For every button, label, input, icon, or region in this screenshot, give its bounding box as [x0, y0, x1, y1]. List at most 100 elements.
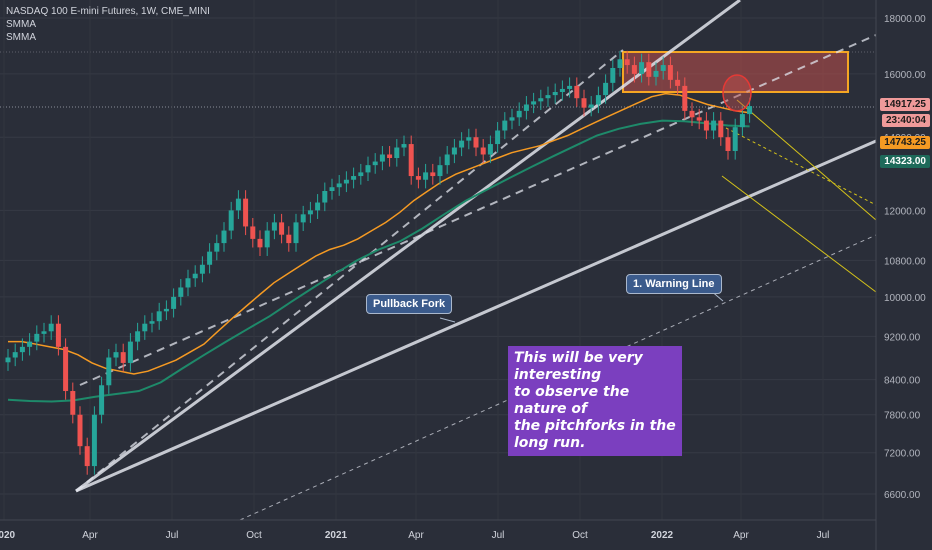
candle-body-92 [667, 65, 673, 80]
candle-body-98 [711, 120, 717, 131]
y-tick-label-4: 10800.00 [884, 256, 926, 267]
yellow-fork-upper [736, 99, 877, 221]
candle-body-56 [408, 144, 414, 177]
smma-slow-price-label: 14323.00 [880, 155, 930, 168]
candle-body-62 [451, 147, 457, 155]
candle-body-51 [372, 161, 378, 166]
candle-body-55 [401, 144, 407, 148]
candle-body-38 [279, 222, 285, 235]
candle-body-70 [509, 117, 515, 121]
fork-upper-line [75, 0, 741, 493]
x-tick-label-5: Apr [408, 530, 424, 541]
candle-body-57 [415, 176, 421, 180]
candle-body-2 [19, 346, 25, 353]
candle-body-23 [171, 296, 177, 309]
candle-body-5 [41, 331, 47, 334]
candle-body-71 [516, 110, 522, 118]
candle-body-4 [34, 333, 40, 342]
candle-body-7 [55, 323, 61, 347]
candle-body-66 [480, 147, 486, 155]
candle-body-79 [574, 85, 580, 99]
candle-body-45 [329, 187, 335, 191]
candle-body-74 [538, 98, 544, 102]
candle-body-34 [250, 226, 256, 239]
candle-body-21 [156, 311, 162, 322]
candle-body-43 [315, 202, 321, 211]
y-tick-label-8: 7800.00 [884, 411, 921, 422]
candle-body-100 [725, 137, 731, 151]
x-tick-label-10: Jul [817, 530, 830, 541]
pullback-callout-pointer [439, 317, 456, 323]
candle-body-8 [63, 346, 69, 392]
candle-body-44 [322, 190, 328, 203]
candle-body-97 [703, 120, 709, 131]
x-tick-label-7: Oct [572, 530, 588, 541]
candle-body-91 [660, 65, 666, 71]
x-tick-label-1: Apr [82, 530, 98, 541]
candle-body-37 [271, 222, 277, 231]
candle-body-47 [343, 179, 349, 184]
candle-body-42 [307, 210, 313, 215]
candle-body-85 [617, 59, 623, 68]
candle-body-99 [718, 120, 724, 138]
x-tick-label-4: 2021 [325, 530, 348, 541]
candle-body-68 [495, 130, 501, 145]
candle-body-82 [595, 95, 601, 105]
candle-body-15 [113, 352, 119, 358]
candle-body-90 [653, 70, 659, 77]
candle-body-60 [437, 165, 443, 177]
highlight-circle [722, 74, 752, 112]
candle-body-27 [199, 264, 205, 274]
yellow-fork-median [725, 127, 877, 206]
candle-body-50 [365, 165, 371, 173]
candle-body-64 [466, 137, 472, 141]
candle-body-20 [149, 321, 155, 324]
y-tick-label-10: 6600.00 [884, 490, 921, 501]
candle-body-101 [732, 127, 738, 151]
candle-body-73 [531, 101, 537, 105]
candle-body-41 [300, 214, 306, 223]
candle-body-53 [387, 154, 393, 159]
candle-body-3 [27, 341, 33, 347]
candle-body-30 [221, 230, 227, 244]
candle-body-93 [675, 79, 681, 86]
countdown-label: 23:40:04 [881, 114, 930, 127]
candle-body-36 [264, 230, 270, 248]
candle-body-14 [106, 357, 112, 386]
warning-line-callout[interactable]: 1. Warning Line [626, 274, 722, 294]
smma-fast-price-label: 14743.25 [880, 136, 930, 149]
candle-body-0 [5, 357, 11, 363]
candle-body-65 [473, 137, 479, 148]
candle-body-31 [228, 210, 234, 231]
candle-body-76 [552, 92, 558, 96]
candle-body-29 [214, 243, 220, 252]
candle-body-48 [351, 176, 357, 180]
candle-body-102 [739, 114, 745, 128]
candle-body-96 [696, 117, 702, 121]
candle-body-88 [639, 62, 645, 74]
candle-body-1 [12, 352, 18, 358]
pullback-fork-callout[interactable]: Pullback Fork [366, 294, 453, 314]
yellow-fork-lower [721, 175, 877, 293]
candle-body-35 [257, 238, 263, 248]
candle-body-67 [487, 144, 493, 155]
y-tick-label-7: 8400.00 [884, 376, 921, 387]
fork-median-dashed-a [75, 49, 624, 492]
candle-body-78 [567, 85, 573, 89]
candle-body-26 [192, 273, 198, 279]
candle-body-87 [631, 65, 637, 74]
note-box[interactable]: This will be very interesting to observe… [508, 346, 682, 456]
smma-slow-line [7, 119, 750, 403]
indicator-smma-fast-label: SMMA [6, 19, 36, 30]
y-tick-label-1: 16000.00 [884, 70, 926, 81]
candle-body-81 [588, 104, 594, 108]
candle-body-22 [163, 308, 169, 312]
y-tick-label-9: 7200.00 [884, 449, 921, 460]
candle-body-52 [379, 154, 385, 162]
candle-body-80 [581, 98, 587, 108]
candle-body-69 [502, 120, 508, 131]
candle-body-11 [84, 446, 90, 467]
candle-body-40 [293, 222, 299, 244]
